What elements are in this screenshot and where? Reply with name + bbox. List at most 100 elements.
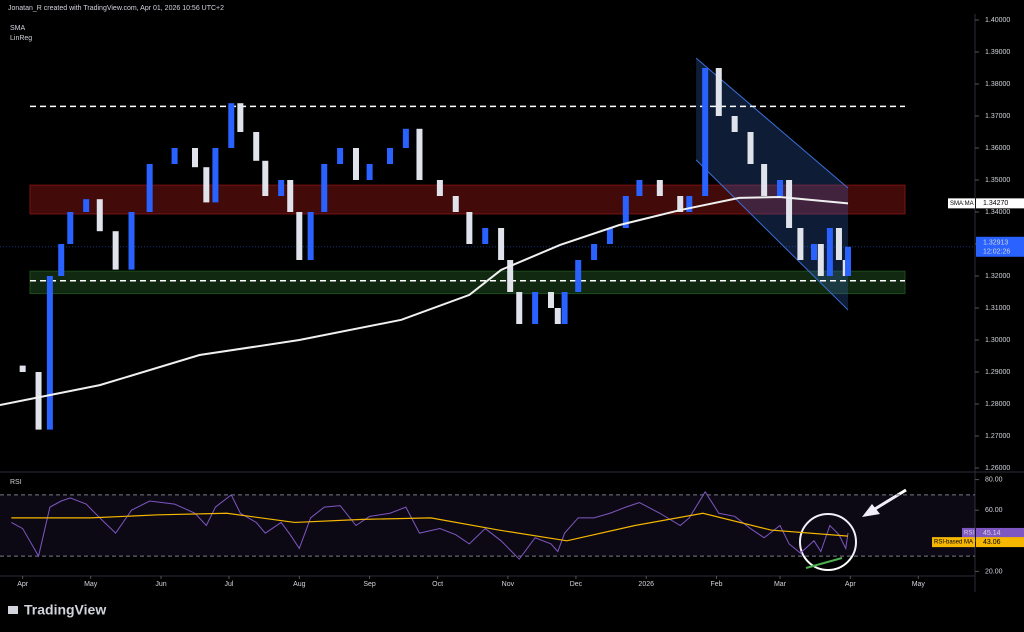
x-tick-label: Feb — [710, 581, 722, 588]
candle — [731, 116, 738, 132]
rsi-tick-label: 80.00 — [985, 476, 1003, 483]
x-tick-label: Nov — [502, 581, 515, 588]
y-tick-label: 1.28000 — [985, 401, 1010, 408]
candle — [212, 148, 219, 203]
sma-tag — [948, 198, 975, 209]
candle — [677, 196, 684, 212]
candle — [606, 228, 613, 244]
candle — [554, 308, 561, 324]
rsi-tag — [962, 527, 975, 538]
candle — [402, 128, 409, 148]
y-tick-label: 1.34000 — [985, 209, 1010, 216]
candle — [482, 228, 489, 244]
x-tick-label: May — [84, 581, 98, 588]
candle — [19, 365, 26, 372]
rsi-ma-line — [11, 512, 849, 542]
x-tick-label: Dec — [570, 581, 583, 588]
y-tick-label: 1.31000 — [985, 305, 1010, 312]
brand-name: TradingView — [24, 602, 106, 618]
candle — [835, 228, 842, 260]
candle — [278, 180, 285, 196]
candle — [715, 68, 722, 116]
candle — [797, 228, 804, 260]
rsi-line — [11, 490, 849, 560]
y-tick-label: 1.38000 — [985, 81, 1010, 88]
candle — [287, 180, 294, 212]
y-tick-label: 1.40000 — [985, 17, 1010, 24]
watermark: Jonatan_R created with TradingView.com, … — [8, 5, 224, 12]
candle — [452, 196, 459, 212]
price-tag — [976, 236, 1024, 257]
candle — [747, 132, 754, 164]
candle — [547, 292, 554, 308]
x-tick-label: Aug — [293, 581, 306, 588]
price-tag-value: 1.32913 — [983, 240, 1008, 247]
rsi-tick-label: 60.00 — [985, 507, 1003, 514]
rsi-tag-value: 45.14 — [983, 530, 1001, 537]
rsi-ma-tag — [976, 537, 1024, 548]
y-tick-label: 1.29000 — [985, 369, 1010, 376]
candle — [636, 180, 643, 196]
x-tick-label: 2026 — [638, 581, 654, 588]
sma-line — [0, 195, 849, 406]
price-tag-countdown: 12:02:26 — [983, 249, 1010, 256]
indicator-label: SMA — [10, 25, 26, 32]
zone — [29, 270, 906, 295]
annotation-line — [805, 557, 843, 569]
candle — [58, 244, 65, 276]
x-tick-label: May — [912, 581, 926, 588]
y-tick-label: 1.30000 — [985, 337, 1010, 344]
rsi-tag — [976, 527, 1024, 538]
candle — [96, 199, 103, 232]
candle — [686, 196, 693, 212]
rsi-band — [0, 494, 975, 557]
candle — [262, 160, 269, 196]
annotation-arrow — [869, 488, 907, 514]
candle — [352, 148, 359, 180]
sma-tag — [976, 198, 1024, 209]
candle — [46, 276, 53, 430]
candle — [416, 128, 423, 180]
rsi-label: RSI — [10, 479, 22, 486]
candle — [146, 164, 153, 212]
x-tick-label: Sep — [363, 581, 376, 588]
rsi-ma-tag-name: RSI-based MA — [934, 540, 973, 546]
logo-icon — [8, 606, 18, 614]
annotation-arrowhead — [862, 504, 880, 517]
x-tick-label: Jul — [225, 581, 234, 588]
candle — [307, 212, 314, 260]
brand: TradingView — [8, 602, 106, 618]
x-tick-label: Jun — [155, 581, 166, 588]
rsi-tag-name: RSI — [964, 531, 974, 537]
candle — [777, 180, 783, 196]
channel-line — [695, 159, 849, 311]
candle — [35, 372, 42, 430]
candle — [845, 246, 852, 276]
candle — [817, 244, 824, 276]
x-tick-label: Oct — [432, 581, 443, 588]
candle — [228, 103, 235, 148]
indicator-label: LinReg — [10, 35, 32, 42]
candle — [387, 148, 393, 164]
candle — [321, 164, 328, 212]
rsi-ma-tag — [932, 537, 975, 548]
candle — [591, 244, 598, 260]
x-tick-label: Apr — [17, 581, 29, 588]
candle — [507, 260, 514, 292]
sma-tag-value: 1.34270 — [983, 200, 1008, 207]
candle — [253, 132, 260, 161]
rsi-tick-label: 20.00 — [985, 568, 1003, 575]
candle — [237, 103, 244, 132]
candle — [171, 148, 178, 164]
y-tick-label: 1.37000 — [985, 113, 1010, 120]
y-tick-label: 1.32000 — [985, 273, 1010, 280]
candle — [67, 212, 74, 244]
candle — [532, 292, 539, 324]
candle — [112, 231, 119, 270]
y-tick-label: 1.26000 — [985, 465, 1010, 472]
candle — [811, 244, 818, 260]
candle — [498, 228, 505, 260]
y-tick-label: 1.36000 — [985, 145, 1010, 152]
